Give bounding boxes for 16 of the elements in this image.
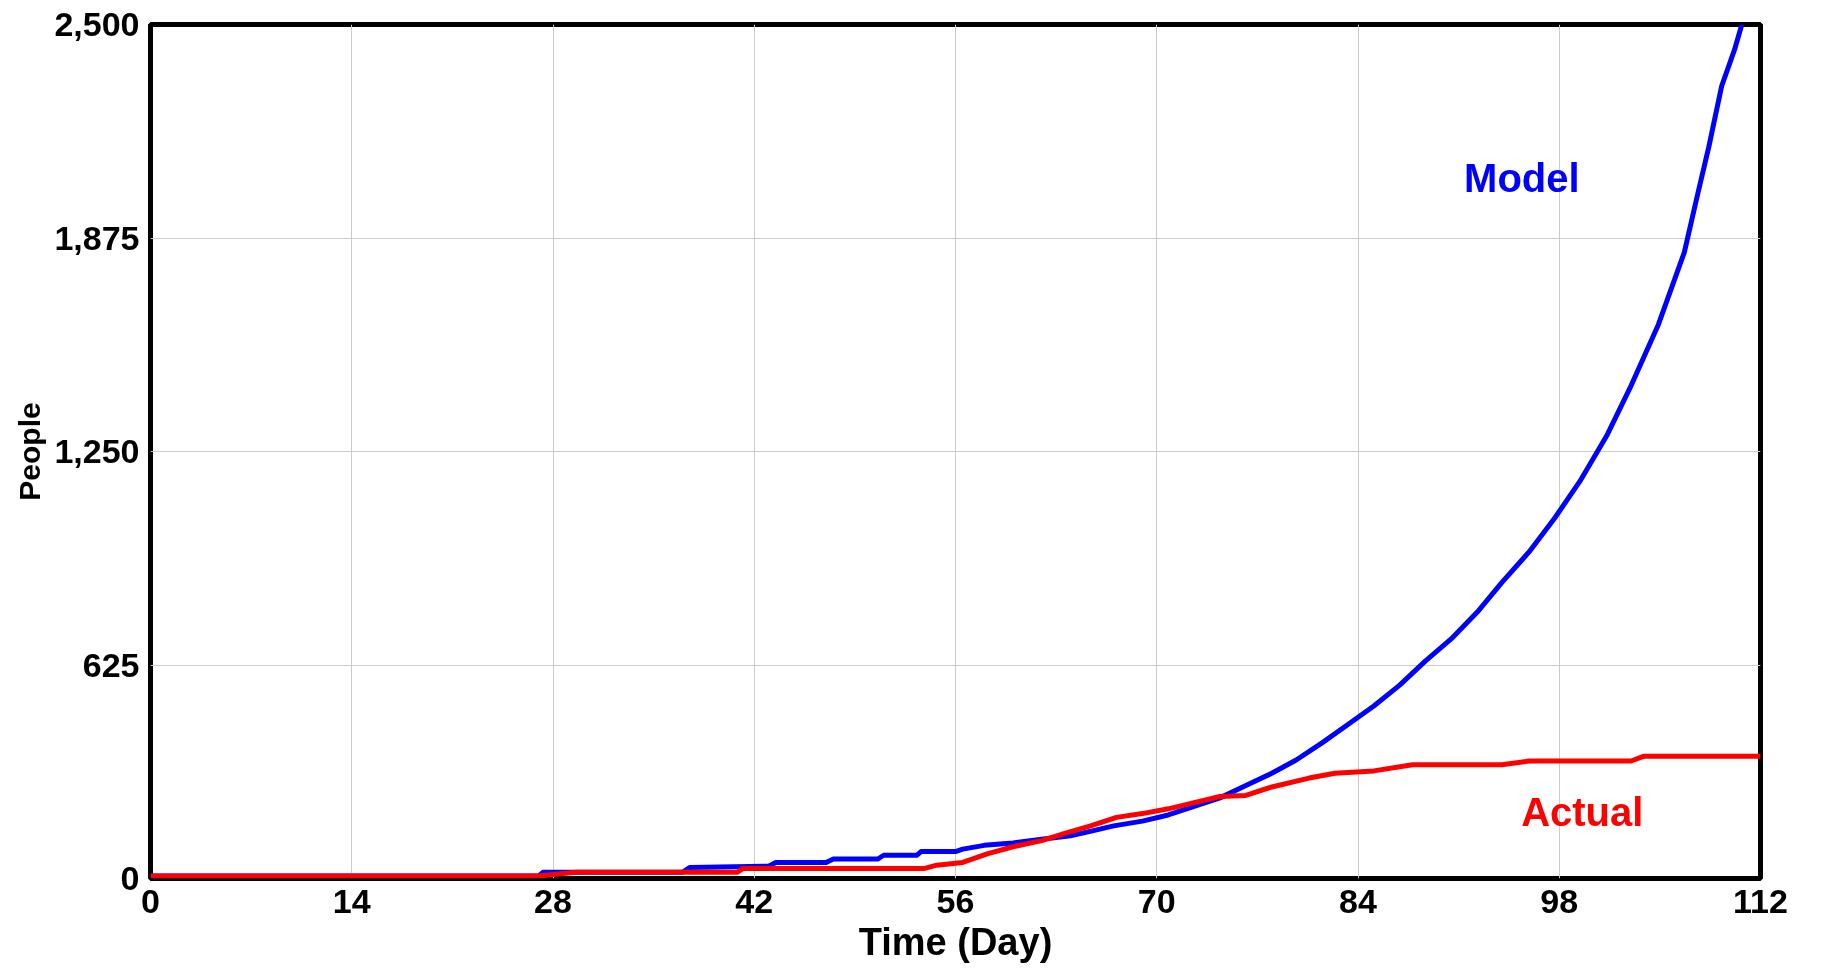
x-tick-label: 70 — [1137, 881, 1176, 920]
x-tick-label: 84 — [1339, 881, 1377, 920]
text: Model — [1464, 156, 1580, 201]
x-tick-label: 28 — [534, 881, 572, 920]
x-tick-label: 98 — [1540, 881, 1579, 920]
y-tick-label: 625 — [82, 645, 140, 684]
x-tick-label: 14 — [332, 881, 371, 920]
x-tick-label: 56 — [936, 881, 975, 920]
x-tick-label: 42 — [735, 881, 774, 920]
series-label: Actual — [1521, 789, 1644, 834]
y-axis-title: People — [13, 402, 47, 501]
x-tick-label: 112 — [1733, 881, 1788, 920]
y-tick-label: 1,250 — [54, 432, 140, 470]
x-axis-title: Time (Day) — [858, 920, 1053, 963]
y-tick-label: 2,500 — [54, 5, 140, 43]
y-tick-label: 1,875 — [54, 218, 140, 257]
